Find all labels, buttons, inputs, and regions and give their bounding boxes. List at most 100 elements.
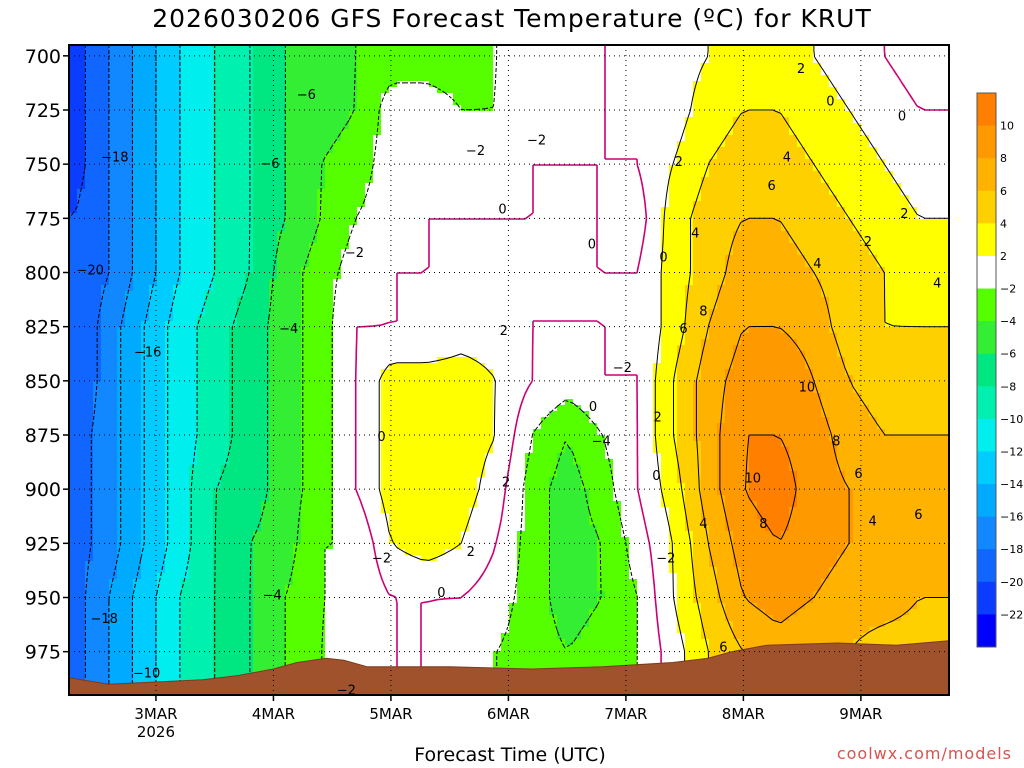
temperature-cell bbox=[245, 237, 254, 244]
temperature-cell bbox=[853, 297, 862, 304]
temperature-cell bbox=[581, 243, 590, 250]
temperature-cell bbox=[933, 303, 942, 310]
temperature-cell bbox=[861, 111, 870, 118]
temperature-cell bbox=[893, 51, 902, 58]
temperature-cell bbox=[709, 249, 718, 256]
temperature-cell bbox=[581, 303, 590, 310]
temperature-cell bbox=[749, 195, 758, 202]
temperature-cell bbox=[789, 177, 798, 184]
temperature-cell bbox=[749, 177, 758, 184]
temperature-cell bbox=[149, 87, 158, 94]
temperature-cell bbox=[773, 267, 782, 274]
temperature-cell bbox=[317, 291, 326, 298]
temperature-cell bbox=[317, 213, 326, 220]
temperature-cell bbox=[621, 165, 630, 172]
temperature-cell bbox=[485, 99, 494, 106]
temperature-cell bbox=[101, 63, 110, 70]
temperature-cell bbox=[645, 243, 654, 250]
temperature-cell bbox=[437, 147, 446, 154]
temperature-cell bbox=[909, 243, 918, 250]
temperature-cell bbox=[165, 57, 174, 64]
temperature-cell bbox=[237, 45, 246, 52]
temperature-cell bbox=[501, 213, 510, 220]
temperature-cell bbox=[141, 141, 150, 148]
temperature-cell bbox=[405, 159, 414, 166]
temperature-cell bbox=[573, 129, 582, 136]
temperature-cell bbox=[701, 309, 710, 316]
temperature-cell bbox=[533, 99, 542, 106]
temperature-cell bbox=[525, 201, 534, 208]
temperature-cell bbox=[261, 261, 270, 268]
temperature-cell bbox=[429, 63, 438, 70]
temperature-cell bbox=[397, 315, 406, 322]
temperature-cell bbox=[813, 159, 822, 166]
temperature-cell bbox=[317, 273, 326, 280]
temperature-cell bbox=[421, 63, 430, 70]
temperature-cell bbox=[261, 93, 270, 100]
temperature-cell bbox=[85, 99, 94, 106]
temperature-cell bbox=[677, 105, 686, 112]
temperature-cell bbox=[429, 189, 438, 196]
temperature-cell bbox=[165, 201, 174, 208]
temperature-cell bbox=[597, 297, 606, 304]
temperature-cell bbox=[373, 201, 382, 208]
temperature-cell bbox=[805, 237, 814, 244]
temperature-cell bbox=[525, 51, 534, 58]
temperature-cell bbox=[853, 57, 862, 64]
temperature-cell bbox=[381, 159, 390, 166]
temperature-cell bbox=[421, 111, 430, 118]
temperature-cell bbox=[389, 225, 398, 232]
temperature-cell bbox=[365, 231, 374, 238]
temperature-cell bbox=[317, 315, 326, 322]
temperature-cell bbox=[789, 189, 798, 196]
temperature-cell bbox=[485, 51, 494, 58]
temperature-cell bbox=[573, 165, 582, 172]
temperature-cell bbox=[77, 69, 86, 76]
temperature-cell bbox=[229, 45, 238, 52]
temperature-cell bbox=[477, 153, 486, 160]
temperature-cell bbox=[205, 285, 214, 292]
temperature-cell bbox=[181, 243, 190, 250]
temperature-cell bbox=[285, 75, 294, 82]
temperature-cell bbox=[453, 297, 462, 304]
temperature-cell bbox=[725, 45, 734, 52]
temperature-cell bbox=[357, 87, 366, 94]
temperature-cell bbox=[301, 255, 310, 262]
temperature-cell bbox=[85, 291, 94, 298]
temperature-cell bbox=[597, 63, 606, 70]
temperature-cell bbox=[93, 105, 102, 112]
temperature-cell bbox=[541, 261, 550, 268]
temperature-cell bbox=[709, 171, 718, 178]
temperature-cell bbox=[229, 165, 238, 172]
temperature-cell bbox=[821, 75, 830, 82]
temperature-cell bbox=[93, 225, 102, 232]
temperature-cell bbox=[541, 129, 550, 136]
temperature-cell bbox=[797, 135, 806, 142]
temperature-cell bbox=[821, 69, 830, 76]
temperature-cell bbox=[213, 201, 222, 208]
temperature-cell bbox=[709, 189, 718, 196]
temperature-cell bbox=[325, 207, 334, 214]
temperature-cell bbox=[333, 99, 342, 106]
temperature-cell bbox=[941, 267, 949, 274]
temperature-cell bbox=[277, 285, 286, 292]
temperature-cell bbox=[349, 93, 358, 100]
temperature-cell bbox=[445, 177, 454, 184]
temperature-cell bbox=[573, 219, 582, 226]
temperature-cell bbox=[485, 153, 494, 160]
temperature-cell bbox=[525, 243, 534, 250]
temperature-cell bbox=[613, 303, 622, 310]
temperature-cell bbox=[325, 183, 334, 190]
temperature-cell bbox=[453, 117, 462, 124]
temperature-cell bbox=[869, 99, 878, 106]
temperature-cell bbox=[933, 123, 942, 130]
temperature-cell bbox=[381, 69, 390, 76]
temperature-cell bbox=[901, 171, 910, 178]
temperature-cell bbox=[389, 99, 398, 106]
temperature-cell bbox=[733, 249, 742, 256]
temperature-cell bbox=[245, 231, 254, 238]
temperature-cell bbox=[509, 147, 518, 154]
temperature-cell bbox=[573, 285, 582, 292]
temperature-cell bbox=[861, 75, 870, 82]
temperature-cell bbox=[149, 291, 158, 298]
